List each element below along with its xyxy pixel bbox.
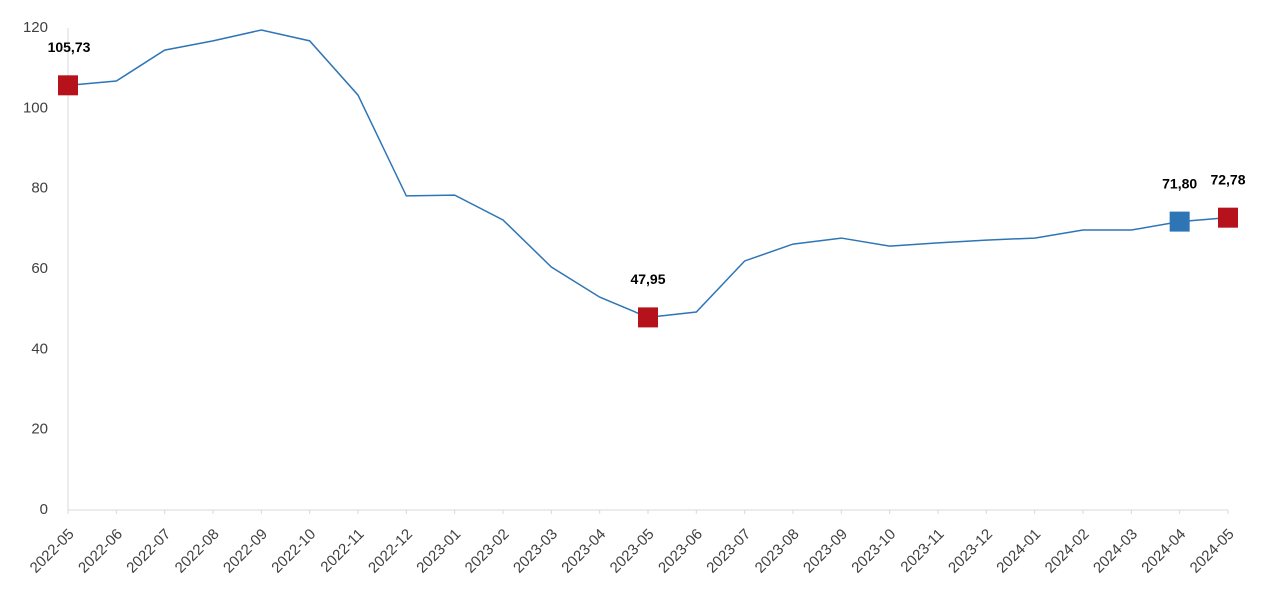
x-tick-label: 2022-12 <box>365 526 416 577</box>
y-tick-label: 0 <box>40 501 48 518</box>
x-tick-label: 2024-01 <box>993 526 1044 577</box>
x-tick-label: 2022-11 <box>317 526 367 576</box>
y-tick-label: 120 <box>23 19 48 36</box>
x-tick-label: 2023-01 <box>413 526 464 577</box>
x-tick-label: 2023-09 <box>800 526 851 577</box>
x-tick-label: 2024-03 <box>1090 526 1141 577</box>
x-tick-label: 2023-12 <box>945 526 996 577</box>
x-tick-label: 2024-02 <box>1042 526 1093 577</box>
y-tick-label: 80 <box>31 180 48 197</box>
point-marker <box>1169 211 1190 232</box>
y-tick-label: 40 <box>31 340 48 357</box>
y-tick-label: 60 <box>31 260 48 277</box>
x-tick-label: 2022-08 <box>172 526 223 577</box>
value-label: 72,78 <box>1210 171 1245 187</box>
x-tick-label: 2023-10 <box>848 526 899 577</box>
x-tick-label: 2023-04 <box>558 526 609 577</box>
point-marker <box>1218 207 1238 228</box>
y-tick-label: 100 <box>23 99 48 116</box>
x-tick-label: 2023-03 <box>510 526 561 577</box>
x-tick-label: 2024-04 <box>1138 526 1189 577</box>
x-tick-label: 2023-11 <box>897 526 947 576</box>
x-tick-label: 2022-06 <box>75 526 126 577</box>
value-label: 105,73 <box>48 39 91 55</box>
value-label: 47,95 <box>630 271 665 287</box>
x-tick-label: 2022-07 <box>123 526 174 577</box>
x-tick-label: 2022-09 <box>220 526 271 577</box>
x-tick-label: 2023-07 <box>703 526 754 577</box>
x-tick-label: 2023-08 <box>752 526 803 577</box>
y-tick-label: 20 <box>31 421 48 438</box>
value-label: 71,80 <box>1162 175 1197 191</box>
x-tick-label: 2023-06 <box>655 526 706 577</box>
x-tick-label: 2022-10 <box>268 526 319 577</box>
x-tick-label: 2023-02 <box>462 526 513 577</box>
x-tick-label: 2022-05 <box>27 526 78 577</box>
x-tick-label: 2023-05 <box>607 526 658 577</box>
point-marker <box>58 75 78 96</box>
point-marker <box>638 307 658 328</box>
x-tick-label: 2024-05 <box>1187 526 1238 577</box>
